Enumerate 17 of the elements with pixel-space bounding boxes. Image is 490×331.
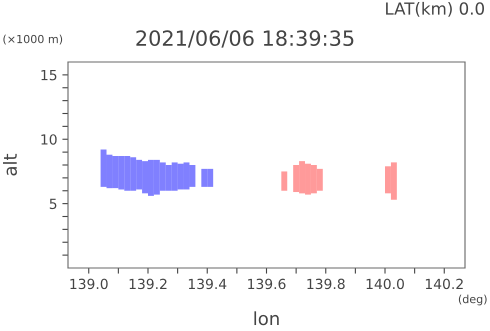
bar (281, 171, 288, 191)
y-axis-title: alt (2, 154, 17, 176)
x-tick-label: 140.2 (426, 278, 463, 290)
text: (deg) (458, 294, 487, 306)
chart-title: 2021/06/06 18:39:35 (136, 30, 354, 48)
y-tick-label: 15 (41, 70, 56, 80)
x-tick-label: 139.2 (130, 278, 166, 290)
x-tick-label: 139.0 (70, 278, 108, 290)
x-axis-title: lon (254, 311, 279, 326)
x-tick-label: 139.6 (248, 278, 286, 290)
x-tick-label: 139.4 (188, 278, 226, 290)
chart-subtitle: LAT(km) 0.0 (386, 2, 484, 17)
y-tick-label: 5 (50, 198, 56, 210)
text: (×1000 m) (3, 34, 62, 45)
x-tick-label: 139.8 (307, 278, 345, 290)
y-tick-label: 10 (41, 134, 57, 145)
x-tick-label: 140.0 (366, 278, 404, 290)
